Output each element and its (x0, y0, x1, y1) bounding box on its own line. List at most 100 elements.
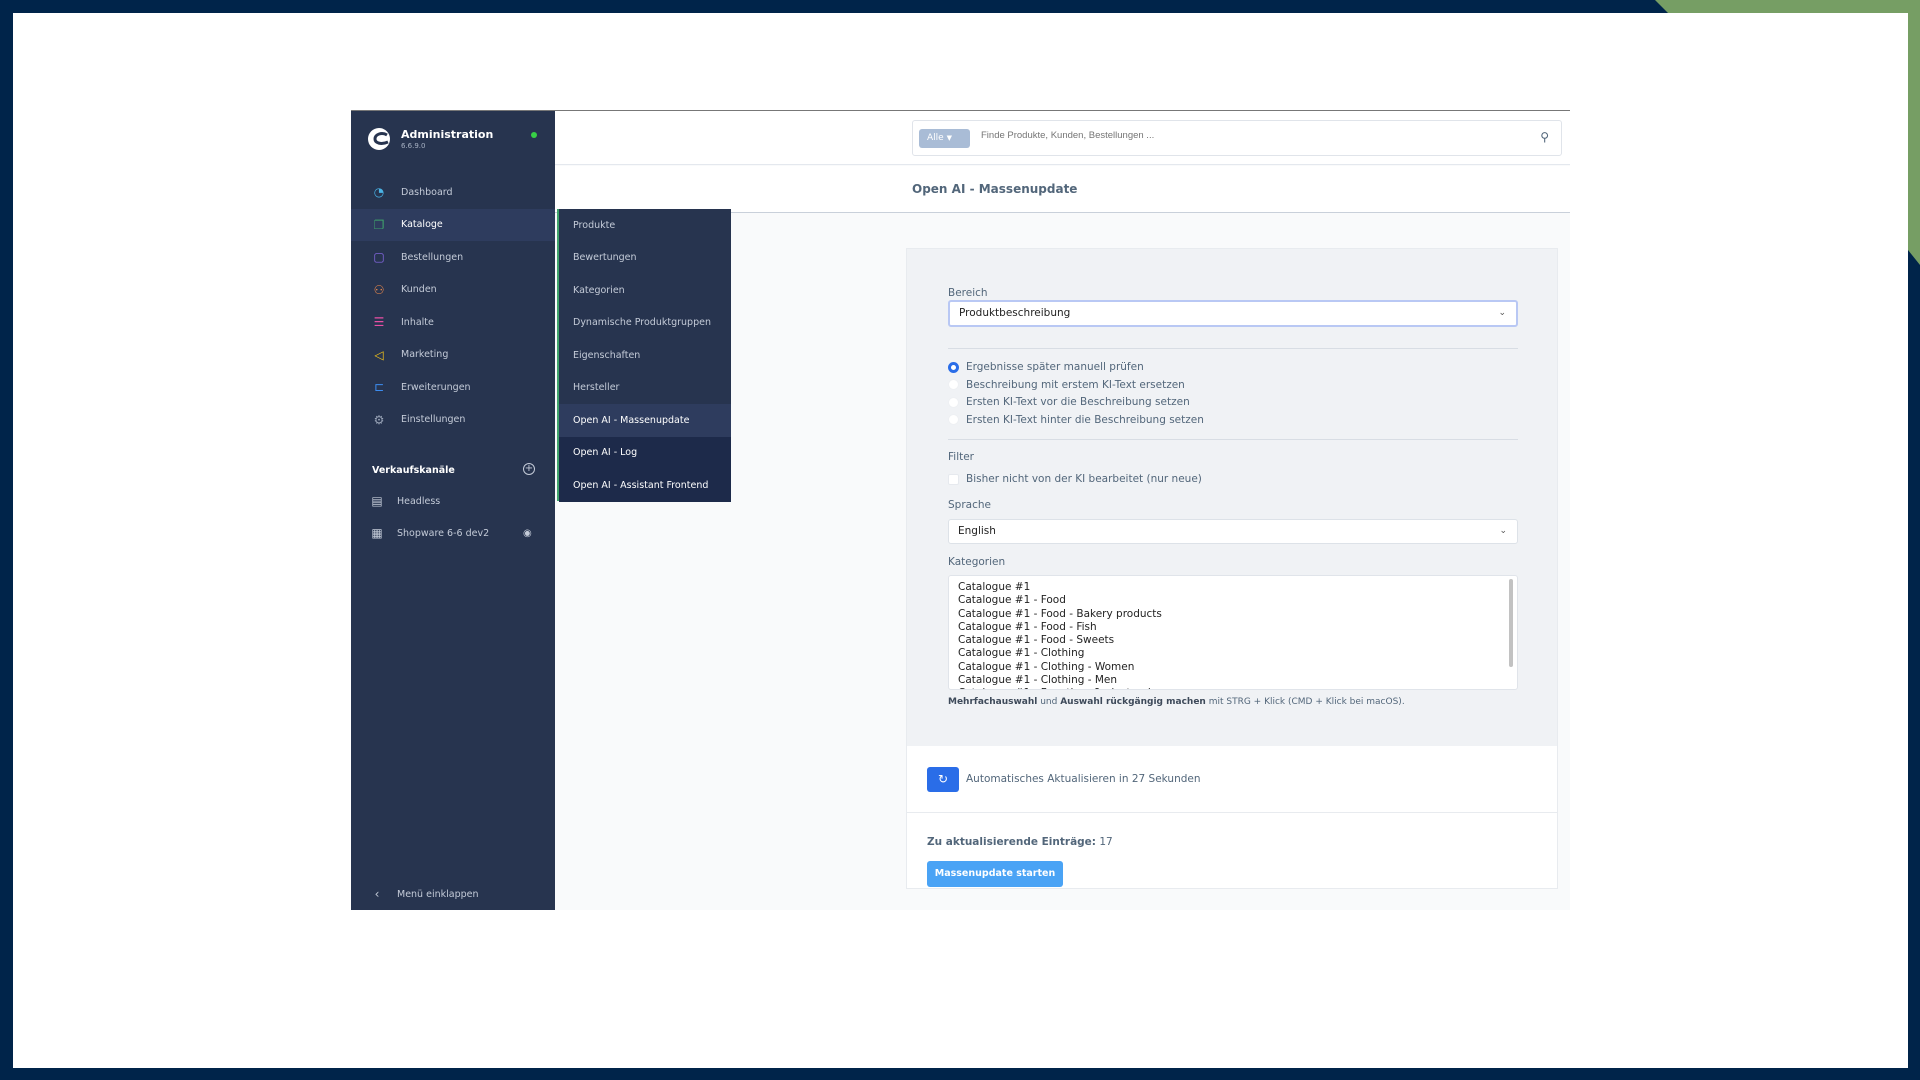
kategorien-multiselect[interactable]: Catalogue #1 Catalogue #1 - Food Catalogue… (948, 575, 1518, 690)
submenu-item[interactable]: Dynamische Produktgruppen (573, 317, 711, 329)
sidebar-item-label: Erweiterungen (401, 381, 471, 393)
sidebar-item-label: Kunden (401, 284, 437, 295)
kategorien-label: Kategorien (948, 556, 1006, 568)
sidebar-item-bestellungen[interactable]: ▢ Bestellungen (351, 241, 555, 273)
category-option[interactable]: Catalogue #1 - Clothing - Men (958, 674, 1118, 687)
sidebar-item-inhalte[interactable]: ☰ Inhalte (351, 306, 555, 338)
help-bold: Mehrfachauswahl (948, 697, 1038, 707)
sprache-label: Sprache (948, 499, 991, 511)
gear-icon: ⚙ (373, 412, 385, 427)
submenu-item[interactable]: Hersteller (573, 382, 620, 394)
sidebar-item-kunden[interactable]: ⚇ Kunden (351, 274, 555, 306)
sidebar-item-headless[interactable]: ▤ Headless (351, 485, 555, 517)
category-option[interactable]: Catalogue #1 - Food - Fish (958, 620, 1097, 633)
entries-count: Zu aktualisierende Einträge: 17 (927, 836, 1113, 848)
sidebar-item-kataloge[interactable]: ❐ Kataloge (351, 208, 555, 241)
add-sales-channel-icon[interactable]: + (523, 463, 535, 475)
filter-checkbox-label: Bisher nicht von der KI bearbeitet (nur … (966, 473, 1202, 485)
start-mass-update-button[interactable]: Massenupdate starten (927, 861, 1063, 887)
kataloge-flyout-menu: Produkte Bewertungen Kategorien Dynamische … (557, 209, 731, 502)
category-option[interactable]: Catalogue #1 - Food (958, 594, 1066, 607)
bereich-label: Bereich (948, 287, 988, 299)
eye-icon[interactable]: ◉ (523, 527, 532, 539)
page-title: Open AI - Massenupdate (912, 182, 1078, 196)
bereich-value: Produktbeschreibung (959, 307, 1071, 319)
radio-button[interactable] (948, 414, 959, 426)
sidebar-item-marketing[interactable]: ◁ Marketing (351, 339, 555, 371)
sidebar-item-label: Bestellungen (401, 251, 464, 263)
radio-label: Beschreibung mit erstem KI-Text ersetzen (966, 378, 1185, 391)
category-option[interactable]: Catalogue #1 - Clothing - Women (958, 660, 1135, 673)
megaphone-icon: ◁ (374, 347, 384, 362)
brand-title: Administration (401, 128, 494, 141)
sidebar-item-shopware-6-6-dev2[interactable]: ▦ Shopware 6-6 dev2 ◉ (351, 517, 555, 549)
collapse-label: Menü einklappen (397, 888, 479, 900)
global-search: Alle ▼ ⚲ (912, 120, 1562, 156)
bereich-select[interactable]: Produktbeschreibung ⌄ (948, 300, 1518, 327)
count-label: Zu aktualisierende Einträge: (927, 836, 1096, 848)
filter-label: Filter (948, 451, 975, 463)
submenu-item[interactable]: Produkte (573, 219, 616, 231)
category-option[interactable]: Catalogue #1 - Food - Bakery products (958, 607, 1162, 620)
content-icon: ☰ (373, 315, 385, 329)
sidebar-item-einstellungen[interactable]: ⚙ Einstellungen (351, 404, 555, 436)
help-text: mit STRG + Klick (CMD + Klick bei macOS)… (1205, 697, 1405, 707)
filter-checkbox[interactable]: Bisher nicht von der KI bearbeitet (nur … (948, 473, 1202, 485)
radio-button[interactable] (948, 361, 959, 373)
radio-label: Ersten KI-Text hinter die Beschreibung s… (966, 413, 1204, 426)
mode-radio[interactable]: Beschreibung mit erstem KI-Text ersetzen (948, 379, 1185, 391)
mode-radio[interactable]: Ergebnisse später manuell prüfen (948, 361, 1144, 373)
dashboard-gauge-icon: ◔ (373, 185, 385, 199)
submenu-item[interactable]: Open AI - Assistant Frontend (559, 469, 731, 502)
chevron-left-circle-icon: ‹ (374, 887, 380, 901)
search-input[interactable] (981, 130, 1521, 141)
search-scope-label: Alle (927, 133, 944, 143)
radio-label: Ergebnisse später manuell prüfen (966, 361, 1144, 373)
plug-icon: ⊏ (373, 380, 385, 394)
refresh-button[interactable]: ↻ (927, 767, 959, 792)
search-scope-dropdown[interactable]: Alle ▼ (919, 129, 970, 148)
sidebar-item-label: Einstellungen (401, 414, 466, 425)
category-option[interactable]: Catalogue #1 - Free time & electronics (958, 687, 1508, 689)
sales-channels-title: Verkaufskanäle (372, 465, 455, 476)
status-dot (531, 132, 537, 138)
radio-button[interactable] (948, 396, 959, 408)
refresh-icon: ↻ (937, 772, 949, 786)
sidebar-item-erweiterungen[interactable]: ⊏ Erweiterungen (351, 371, 555, 403)
version: 6.6.9.0 (401, 142, 426, 150)
sidebar-item-label: Headless (397, 495, 441, 507)
chevron-down-icon: ▼ (946, 134, 952, 142)
divider (907, 812, 1557, 813)
checkbox[interactable] (948, 473, 959, 485)
sidebar-item-label: Inhalte (401, 316, 434, 328)
radio-button[interactable] (948, 379, 959, 391)
divider (948, 348, 1518, 349)
sidebar-item-dashboard[interactable]: ◔ Dashboard (351, 176, 555, 208)
page-header: Open AI - Massenupdate (555, 166, 1570, 213)
category-option[interactable]: Catalogue #1 (958, 581, 1031, 593)
mode-radio[interactable]: Ersten KI-Text hinter die Beschreibung s… (948, 414, 1204, 426)
storefront-icon: ▦ (371, 526, 383, 540)
mode-radio[interactable]: Ersten KI-Text vor die Beschreibung setz… (948, 396, 1190, 408)
catalog-icon: ❐ (373, 217, 385, 232)
headless-icon: ▤ (371, 494, 383, 508)
submenu-item[interactable]: Eigenschaften (573, 349, 641, 361)
count-value: 17 (1096, 836, 1113, 848)
search-icon[interactable]: ⚲ (1540, 130, 1549, 144)
auto-refresh-text: Automatisches Aktualisieren in 27 Sekund… (966, 773, 1201, 785)
collapse-menu-button[interactable]: ‹ Menü einklappen (351, 878, 555, 910)
submenu-item[interactable]: Open AI - Log (559, 436, 731, 469)
category-option[interactable]: Catalogue #1 - Food - Sweets (958, 634, 1115, 647)
submenu-item[interactable]: Bewertungen (573, 252, 637, 264)
scrollbar[interactable] (1509, 579, 1513, 667)
sprache-select[interactable]: English ⌄ (948, 519, 1518, 544)
sidebar-item-label: Shopware 6-6 dev2 (397, 527, 490, 539)
submenu-item[interactable]: Open AI - Massenupdate (559, 404, 731, 437)
multiselect-help-text: Mehrfachauswahl und Auswahl rückgängig m… (948, 697, 1405, 707)
submenu-item[interactable]: Kategorien (573, 284, 625, 296)
mass-update-card: Bereich Produktbeschreibung ⌄ Ergebnisse … (906, 248, 1558, 889)
chevron-down-icon: ⌄ (1498, 308, 1506, 318)
category-option[interactable]: Catalogue #1 - Clothing (958, 647, 1085, 660)
sidebar-item-label: Dashboard (401, 186, 453, 198)
sidebar: Administration 6.6.9.0 ◔ Dashboard ❐ Katalo… (351, 111, 555, 910)
